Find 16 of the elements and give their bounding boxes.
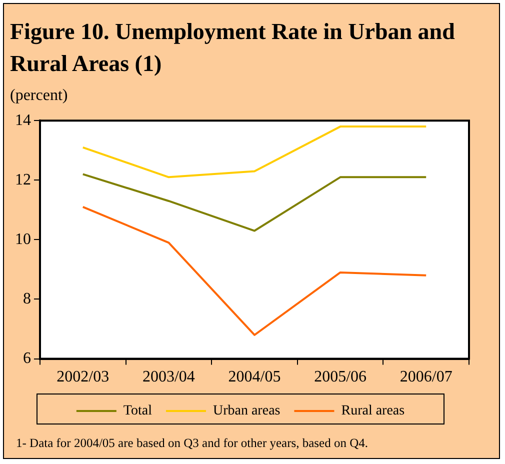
x-tick-label: 2005/06 (314, 368, 367, 386)
y-tick-label: 14 (15, 112, 31, 129)
text: 1- Data for 2004/05 are based on Q3 and for other years, based on Q4. (16, 436, 368, 451)
x-tick-label: 2004/05 (228, 368, 281, 386)
legend-label: Rural areas (341, 404, 405, 419)
y-tick-label: 10 (15, 230, 31, 248)
legend-label: Urban areas (212, 404, 280, 419)
chart-title: Figure 10. Unemployment Rate in Urban and Rural Areas (1) (10, 18, 456, 78)
x-tick-label: 2006/07 (400, 368, 452, 386)
legend-label: Total (123, 404, 152, 419)
x-tick-label: 2003/04 (142, 368, 195, 386)
x-tick-label: 2002/03 (56, 368, 110, 386)
chart-subtitle: (percent) (10, 87, 68, 105)
y-tick-label: 6 (23, 350, 31, 368)
y-tick-label: 8 (23, 290, 31, 308)
y-tick-label: 12 (15, 171, 31, 188)
